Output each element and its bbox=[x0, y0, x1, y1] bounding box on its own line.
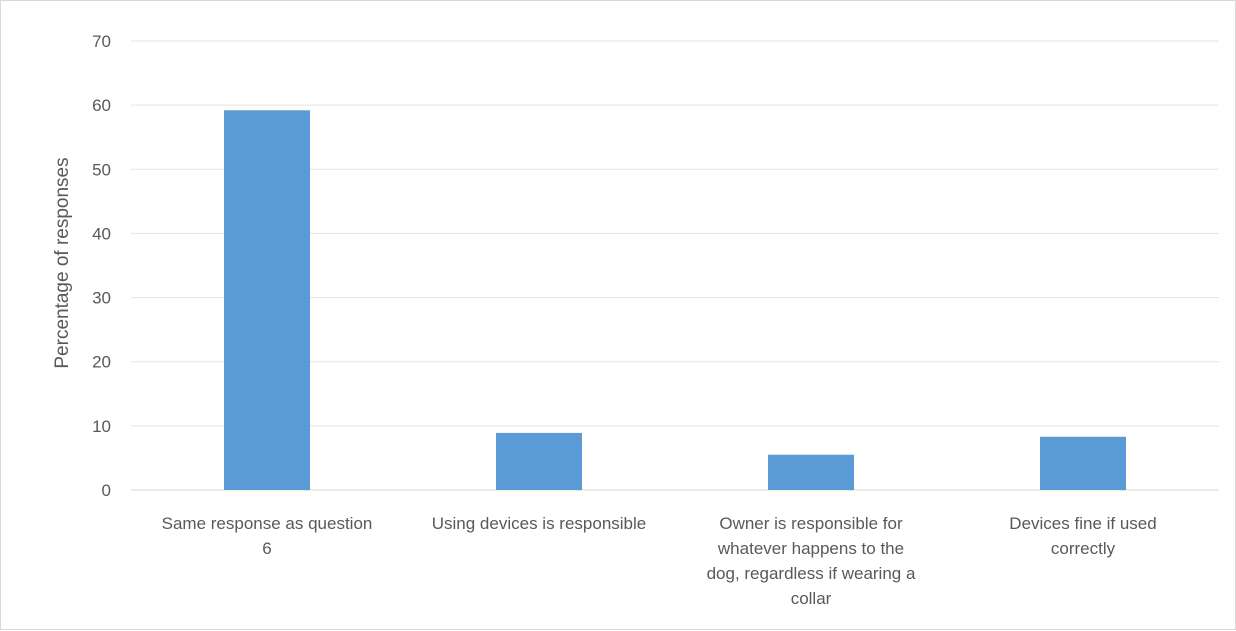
category-label-line: whatever happens to the bbox=[717, 539, 904, 558]
category-label-line: Same response as question bbox=[162, 514, 373, 533]
y-tick-label: 10 bbox=[92, 417, 111, 436]
category-label-line: collar bbox=[791, 589, 832, 608]
y-tick-label: 30 bbox=[92, 289, 111, 308]
bar bbox=[768, 454, 854, 490]
bar bbox=[224, 110, 310, 490]
gridlines bbox=[131, 40, 1219, 491]
category-label-line: Devices fine if used bbox=[1009, 514, 1156, 533]
category-label-line: Owner is responsible for bbox=[719, 514, 903, 533]
category-label-line: correctly bbox=[1051, 539, 1116, 558]
category-labels: Same response as question 6 Using devices … bbox=[162, 514, 1157, 608]
y-tick-label: 60 bbox=[92, 96, 111, 115]
y-tick-label: 40 bbox=[92, 224, 111, 243]
y-tick-label: 70 bbox=[92, 32, 111, 51]
y-tick-label: 0 bbox=[102, 481, 111, 500]
y-tick-label: 20 bbox=[92, 353, 111, 372]
y-axis-title: Percentage of responses bbox=[52, 157, 73, 368]
category-label: Same response as question 6 bbox=[162, 514, 373, 558]
category-label-line: dog, regardless if wearing a bbox=[707, 564, 916, 583]
bar bbox=[1040, 436, 1126, 490]
category-label: Owner is responsible for whatever happens… bbox=[707, 514, 916, 608]
category-label: Using devices is responsible bbox=[432, 514, 647, 533]
category-label-line: Using devices is responsible bbox=[432, 514, 647, 533]
bars bbox=[224, 110, 1126, 490]
category-label-line: 6 bbox=[262, 539, 271, 558]
category-label: Devices fine if used correctly bbox=[1009, 514, 1156, 558]
y-tick-labels: 0 10 20 30 40 50 60 70 bbox=[92, 32, 111, 500]
bar bbox=[496, 432, 582, 490]
y-tick-label: 50 bbox=[92, 160, 111, 179]
